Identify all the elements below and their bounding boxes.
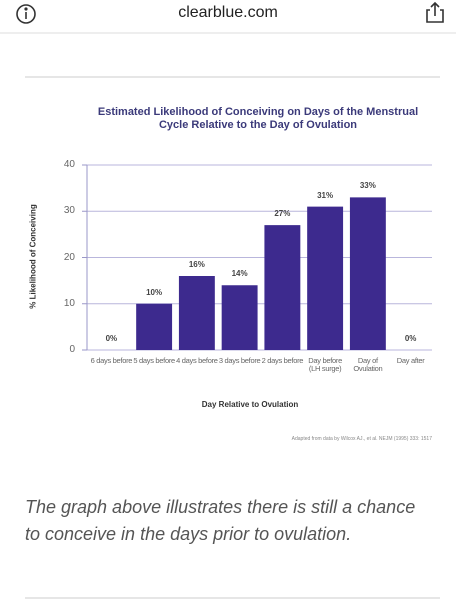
- bar: [221, 285, 258, 350]
- share-icon[interactable]: [426, 1, 444, 23]
- bar: [136, 303, 173, 350]
- y-tick-label: 10: [63, 297, 75, 309]
- url[interactable]: clearblue.com: [178, 4, 278, 21]
- y-tick-label: 30: [63, 205, 75, 217]
- x-tick-label: 4 days before: [176, 356, 218, 365]
- x-tick-label: 2 days before: [261, 356, 304, 365]
- chart-title: Estimated Likelihood of Conceiving on Da…: [97, 106, 419, 131]
- bar: [264, 225, 301, 350]
- x-axis-title: Day Relative to Ovulation: [201, 400, 299, 409]
- x-tick-label: Day of Ovulation: [353, 356, 383, 373]
- y-axis-title: % Likelihood of Conceiving: [28, 204, 38, 309]
- bar: [178, 276, 215, 350]
- x-tick-label: Day before (LH surge): [308, 356, 342, 373]
- y-tick-label: 20: [63, 251, 75, 263]
- info-icon[interactable]: [16, 4, 36, 24]
- y-tick-label: 0: [69, 344, 75, 355]
- data-label: 16%: [188, 260, 205, 269]
- data-label: 0%: [404, 334, 417, 343]
- data-label: 10%: [146, 287, 163, 297]
- caption: The graph above illustrates there is sti…: [25, 497, 416, 544]
- bar: [307, 206, 344, 350]
- data-label: 27%: [274, 209, 291, 219]
- x-tick-label: 5 days before: [133, 356, 175, 365]
- x-tick-label: Day after: [396, 356, 425, 365]
- x-tick-label: 3 days before: [218, 356, 261, 365]
- data-label: 14%: [231, 269, 248, 279]
- x-tick-label: 6 days before: [90, 356, 133, 365]
- data-label: 0%: [105, 334, 118, 343]
- data-label: 33%: [359, 181, 376, 191]
- source-note: Adapted from data by Wilcox AJ., et al. …: [291, 436, 432, 442]
- y-tick-label: 40: [63, 159, 75, 170]
- data-label: 31%: [317, 190, 334, 200]
- bar: [349, 197, 386, 350]
